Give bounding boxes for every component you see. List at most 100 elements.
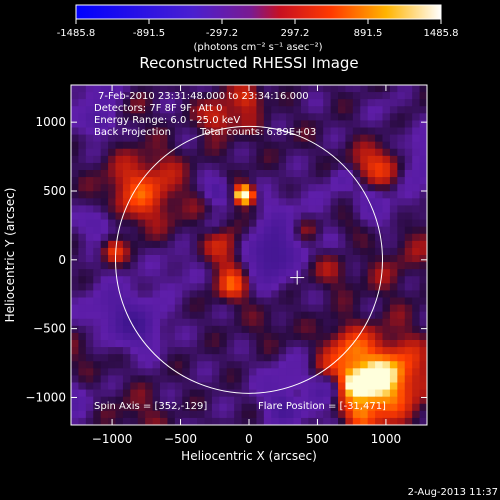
heatmap-cell — [375, 240, 384, 249]
heatmap-cell — [352, 361, 361, 369]
heatmap-cell — [174, 170, 183, 178]
heatmap-cell — [315, 417, 324, 425]
heatmap-cell — [345, 262, 354, 270]
heatmap-cell — [293, 361, 302, 369]
heatmap-cell — [389, 233, 398, 242]
heatmap-cell — [338, 177, 347, 185]
heatmap-cell — [293, 198, 302, 207]
heatmap-cell — [263, 304, 272, 313]
heatmap-cell — [108, 375, 117, 384]
heatmap-cell — [367, 85, 376, 93]
heatmap-cell — [241, 184, 250, 192]
heatmap-cell — [182, 269, 191, 277]
heatmap-cell — [241, 332, 250, 341]
heatmap-cell — [382, 276, 391, 284]
heatmap-cell — [256, 368, 265, 377]
heatmap-cell — [300, 141, 309, 150]
heatmap-cell — [389, 219, 398, 228]
heatmap-cell — [197, 382, 206, 391]
heatmap-cell — [300, 361, 309, 369]
heatmap-cell — [160, 205, 169, 214]
heatmap-cell — [78, 155, 87, 164]
heatmap-cell — [382, 219, 391, 228]
heatmap-cell — [122, 290, 131, 299]
heatmap-cell — [382, 304, 391, 313]
heatmap-cell — [263, 276, 272, 284]
heatmap-cell — [389, 148, 398, 157]
heatmap-cell — [137, 375, 146, 384]
heatmap-cell — [241, 269, 250, 277]
heatmap-cell — [197, 162, 206, 171]
heatmap-cell — [352, 127, 361, 136]
heatmap-cell — [93, 332, 102, 341]
heatmap-cell — [122, 240, 131, 249]
heatmap-cell — [211, 226, 220, 235]
heatmap-cell — [93, 340, 102, 348]
heatmap-cell — [375, 85, 384, 93]
heatmap-cell — [71, 332, 80, 341]
heatmap-cell — [85, 403, 94, 412]
heatmap-cell — [226, 141, 235, 150]
heatmap-cell — [219, 177, 228, 185]
heatmap-cell — [160, 162, 169, 171]
heatmap-cell — [315, 177, 324, 185]
heatmap-cell — [211, 255, 220, 263]
heatmap-cell — [300, 155, 309, 164]
heatmap-cell — [115, 375, 124, 384]
heatmap-cell — [189, 219, 198, 228]
heatmap-cell — [382, 226, 391, 235]
heatmap-cell — [293, 162, 302, 171]
heatmap-cell — [219, 304, 228, 313]
heatmap-cell — [174, 417, 183, 425]
heatmap-cell — [352, 368, 361, 377]
heatmap-cell — [197, 361, 206, 369]
heatmap-cell — [397, 240, 406, 249]
heatmap-cell — [315, 262, 324, 270]
heatmap-cell — [263, 113, 272, 122]
heatmap-cell — [160, 170, 169, 178]
heatmap-cell — [174, 368, 183, 377]
heatmap-cell — [412, 347, 421, 355]
heatmap-cell — [137, 290, 146, 299]
heatmap-cell — [278, 375, 287, 384]
heatmap-cell — [419, 283, 427, 292]
heatmap-cell — [278, 226, 287, 235]
heatmap-cell — [78, 332, 87, 341]
heatmap-cell — [263, 262, 272, 270]
heatmap-cell — [345, 205, 354, 214]
heatmap-cell — [419, 290, 427, 299]
heatmap-cell — [145, 226, 154, 235]
heatmap-cell — [160, 389, 169, 398]
heatmap-cell — [167, 311, 176, 320]
heatmap-cell — [211, 247, 220, 256]
heatmap-cell — [100, 403, 109, 412]
heatmap-cell — [85, 290, 94, 299]
heatmap-cell — [93, 403, 102, 412]
heatmap-cell — [115, 170, 124, 178]
heatmap-cell — [189, 389, 198, 398]
heatmap-cell — [130, 233, 139, 242]
heatmap-cell — [160, 311, 169, 320]
heatmap-cell — [226, 269, 235, 277]
heatmap-cell — [211, 134, 220, 143]
heatmap-cell — [100, 85, 109, 93]
heatmap-cell — [93, 290, 102, 299]
heatmap-cell — [404, 389, 413, 398]
heatmap-cell — [189, 233, 198, 242]
heatmap-cell — [145, 247, 154, 256]
heatmap-cell — [122, 127, 131, 136]
heatmap-cell — [226, 212, 235, 221]
heatmap-cell — [293, 134, 302, 143]
heatmap-cell — [308, 155, 317, 164]
heatmap-cell — [293, 396, 302, 405]
heatmap-cell — [419, 389, 427, 398]
heatmap-cell — [271, 85, 280, 93]
heatmap-cell — [300, 219, 309, 228]
heatmap-cell — [397, 255, 406, 263]
heatmap-cell — [375, 127, 384, 136]
heatmap-cell — [360, 262, 369, 270]
heatmap-cell — [182, 389, 191, 398]
heatmap-cell — [323, 155, 332, 164]
heatmap-cell — [315, 325, 324, 334]
heatmap-cell — [145, 332, 154, 341]
